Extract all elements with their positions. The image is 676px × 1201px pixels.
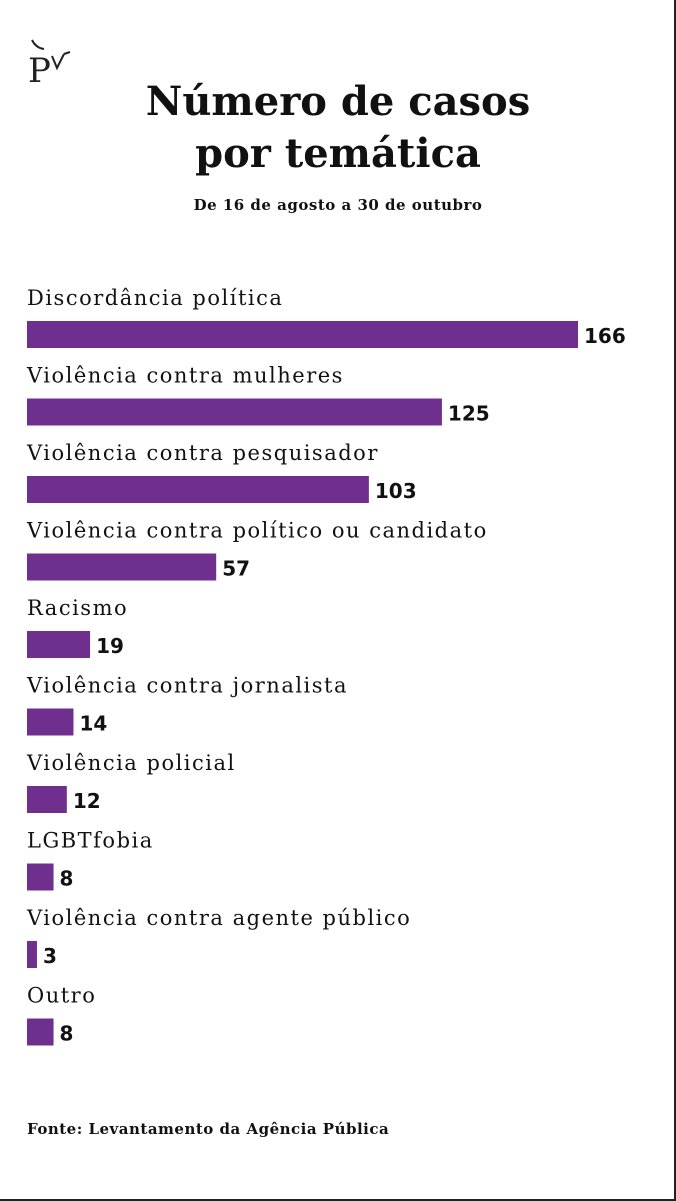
value-label: 166 <box>584 324 626 348</box>
category-label: Outro <box>27 984 96 1008</box>
chart-title-line-1: Número de casos <box>145 78 531 125</box>
chart-subtitle: De 16 de agosto a 30 de outubro <box>193 196 483 214</box>
value-label: 12 <box>73 789 101 813</box>
category-label: LGBTfobia <box>27 829 154 853</box>
category-label: Violência contra pesquisador <box>26 441 379 465</box>
value-label: 57 <box>222 557 250 581</box>
bar <box>27 863 54 891</box>
value-label: 19 <box>96 634 124 658</box>
value-label: 3 <box>43 944 57 968</box>
bar <box>27 708 74 736</box>
category-label: Racismo <box>27 596 128 620</box>
bar <box>27 786 67 813</box>
source-note: Fonte: Levantamento da Agência Pública <box>27 1120 390 1138</box>
bar <box>27 941 37 968</box>
category-label: Violência contra político ou candidato <box>26 519 488 543</box>
bar <box>27 1018 54 1046</box>
bar <box>27 631 91 658</box>
value-label: 14 <box>79 712 107 736</box>
value-label: 103 <box>375 479 417 503</box>
bar <box>27 321 578 348</box>
svg-text:P: P <box>28 51 51 90</box>
value-label: 8 <box>60 867 74 891</box>
category-label: Discordância política <box>27 286 283 310</box>
bar <box>27 476 369 503</box>
category-label: Violência policial <box>26 751 236 775</box>
value-label: 8 <box>60 1022 74 1046</box>
category-label: Violência contra jornalista <box>26 674 348 698</box>
category-label: Violência contra agente público <box>26 906 411 930</box>
value-label: 125 <box>448 402 490 426</box>
bar <box>27 553 217 581</box>
bar <box>27 398 442 426</box>
chart-title-line-2: por temática <box>195 130 481 177</box>
chart-title: Número de casos por temática <box>0 76 676 180</box>
publica-p-logo-icon: P <box>28 39 71 90</box>
category-label: Violência contra mulheres <box>26 364 344 388</box>
